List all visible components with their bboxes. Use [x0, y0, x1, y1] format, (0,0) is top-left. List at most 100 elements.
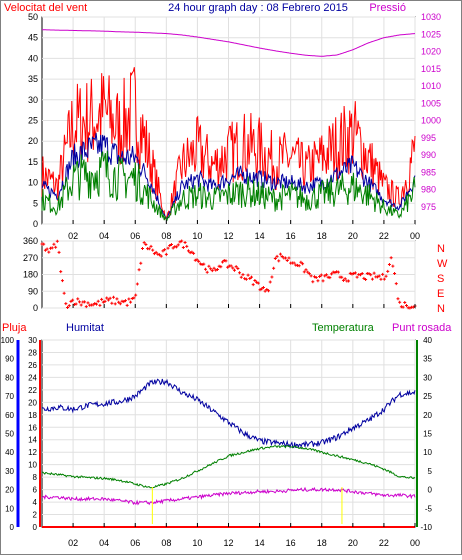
pluja-y-tick-label: 4 — [33, 498, 38, 507]
direction-point — [171, 246, 175, 250]
pressure-y-tick-label: 995 — [421, 133, 436, 143]
direction-point — [272, 266, 276, 270]
x-tick-label-bottom: 12 — [223, 538, 233, 548]
humitat-line — [41, 378, 416, 449]
direction-point — [132, 296, 136, 300]
direction-point — [256, 281, 260, 285]
direction-point — [93, 302, 97, 306]
chart-title: 24 hour graph day : 08 Febrero 2015 — [168, 2, 348, 14]
direction-point — [386, 269, 390, 273]
direction-point — [379, 277, 383, 281]
temp-y-tick-label: -10 — [420, 523, 432, 532]
pressure-y-tick-label: 1030 — [421, 12, 441, 22]
direction-point — [285, 259, 289, 263]
direction-point — [168, 244, 172, 248]
direction-point — [251, 283, 255, 287]
direction-point — [101, 300, 105, 304]
direction-point — [209, 267, 213, 271]
direction-point — [66, 305, 70, 309]
x-tick-label-top: 08 — [161, 231, 171, 241]
pressure-y-tick-label: 990 — [421, 150, 436, 160]
direction-point — [142, 241, 146, 245]
direction-point — [130, 296, 134, 300]
compass-label: E — [437, 288, 444, 300]
direction-point — [204, 267, 208, 271]
direction-point — [147, 247, 151, 251]
direction-point — [198, 262, 202, 266]
x-tick-label-bottom: 08 — [161, 538, 171, 548]
direction-point — [105, 296, 109, 300]
direction-point — [83, 300, 87, 304]
direction-point — [231, 266, 235, 270]
direction-point — [144, 243, 148, 247]
direction-point — [333, 270, 337, 274]
direction-point — [273, 257, 277, 261]
direction-point — [183, 240, 187, 244]
direction-point — [163, 248, 167, 252]
x-tick-label-top: 12 — [223, 231, 233, 241]
pressure-axis-title: Pressió — [369, 2, 406, 14]
x-tick-label-top: 18 — [317, 231, 327, 241]
direction-point — [309, 274, 313, 278]
direction-point — [301, 262, 305, 266]
direction-point — [154, 250, 158, 254]
direction-point — [384, 274, 388, 278]
temp-y-tick-label: 25 — [423, 392, 432, 401]
humitat-y-tick-label: 0 — [10, 523, 15, 532]
temp-y-tick-label: 35 — [423, 355, 432, 364]
direction-point — [394, 282, 398, 286]
direction-point — [270, 275, 274, 279]
x-tick-label-top: 16 — [286, 231, 296, 241]
pluja-y-tick-label: 20 — [28, 398, 37, 407]
direction-point — [411, 305, 415, 309]
direction-point — [278, 252, 282, 256]
direction-point — [100, 297, 104, 301]
compass-label: N — [437, 303, 445, 315]
direction-point — [353, 271, 357, 275]
direction-point — [210, 269, 214, 273]
direction-point — [115, 297, 119, 301]
direction-y-tick-label: 270 — [23, 253, 38, 263]
pressure-y-tick-label: 980 — [421, 185, 436, 195]
direction-point — [180, 239, 184, 243]
x-tick-label-bottom: 00 — [410, 538, 420, 548]
direction-point — [370, 277, 374, 281]
direction-point — [234, 265, 238, 269]
temp-y-tick-label: 40 — [423, 336, 432, 345]
direction-point — [129, 300, 133, 304]
pressure-y-tick-label: 1015 — [421, 64, 441, 74]
direction-point — [246, 273, 250, 277]
wind-speed-axis-title: Velocitat del vent — [4, 2, 87, 14]
direction-point — [202, 262, 206, 266]
temp-y-tick-label: 30 — [423, 373, 432, 382]
humitat-y-tick-label: 60 — [5, 411, 14, 420]
x-tick-label-top: 02 — [68, 231, 78, 241]
x-tick-label-top: 10 — [192, 231, 202, 241]
pluja-y-tick-label: 0 — [33, 523, 38, 532]
wind-y-tick-label: 10 — [28, 178, 38, 188]
direction-point — [239, 275, 243, 279]
x-tick-label-bottom: 04 — [99, 538, 109, 548]
direction-point — [176, 243, 180, 247]
direction-point — [175, 245, 179, 249]
direction-point — [360, 271, 364, 275]
direction-point — [91, 303, 95, 307]
direction-point — [377, 274, 381, 278]
direction-point — [197, 259, 201, 263]
compass-label: N — [437, 243, 445, 255]
humitat-y-tick-label: 50 — [5, 430, 14, 439]
direction-point — [398, 300, 402, 304]
direction-point — [186, 249, 190, 253]
x-tick-label-bottom: 16 — [286, 538, 296, 548]
pressure-y-tick-label: 975 — [421, 202, 436, 212]
direction-point — [108, 296, 112, 300]
direction-point — [403, 301, 407, 305]
pluja-y-tick-label: 2 — [33, 511, 38, 520]
direction-y-tick-label: 180 — [23, 270, 38, 280]
wind-y-tick-label: 20 — [28, 136, 38, 146]
x-tick-label-top: 00 — [410, 231, 420, 241]
direction-point — [52, 242, 56, 246]
direction-point — [396, 297, 400, 301]
direction-point — [125, 303, 129, 307]
wind-y-tick-label: 30 — [28, 95, 38, 105]
